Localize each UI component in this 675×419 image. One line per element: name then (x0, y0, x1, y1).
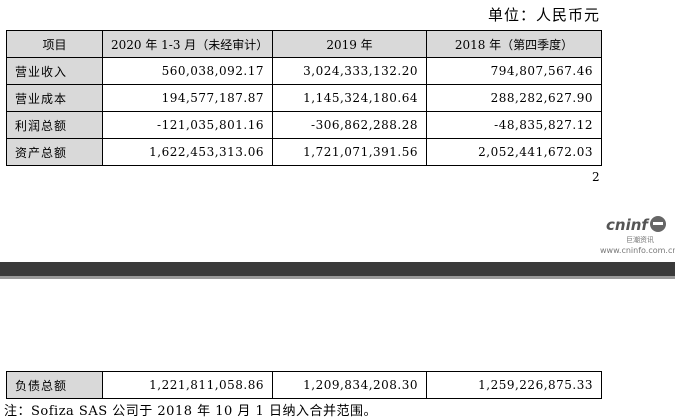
row-label: 负债总额 (6, 371, 103, 399)
table-row: 营业收入 560,038,092.17 3,024,333,132.20 794… (6, 57, 602, 85)
table-header-row: 项目 2020 年 1-3 月（未经审计） 2019 年 2018 年（第四季度… (6, 30, 602, 58)
header-2018q4: 2018 年（第四季度） (426, 30, 602, 58)
logo-chinese-text: 巨潮资讯 (626, 236, 654, 244)
logo-brand-text: cninf (606, 216, 648, 234)
cell-value: 1,145,324,180.64 (272, 84, 427, 112)
cell-value: 194,577,187.87 (102, 84, 273, 112)
cell-value: 794,807,567.46 (426, 57, 602, 85)
logo-url-text: www.cninfo.com.cn (600, 246, 675, 255)
cell-value: 1,259,226,875.33 (426, 371, 602, 399)
cell-value: 3,024,333,132.20 (272, 57, 427, 85)
row-label: 利润总额 (6, 111, 103, 139)
row-label: 资产总额 (6, 138, 103, 166)
row-label: 营业成本 (6, 84, 103, 112)
row-label: 营业收入 (6, 57, 103, 85)
unit-label: 单位：人民币元 (487, 6, 600, 24)
cell-value: -121,035,801.16 (102, 111, 273, 139)
header-2019: 2019 年 (272, 30, 427, 58)
cell-value: 560,038,092.17 (102, 57, 273, 85)
cell-value: 1,209,834,208.30 (272, 371, 427, 399)
cninfo-logo-icon (650, 216, 666, 232)
cninfo-watermark-logo: cninf 巨潮资讯 www.cninfo.com.cn (586, 214, 675, 260)
cell-value: 1,622,453,313.06 (102, 138, 273, 166)
table-row: 负债总额 1,221,811,058.86 1,209,834,208.30 1… (6, 371, 602, 399)
table-row: 利润总额 -121,035,801.16 -306,862,288.28 -48… (6, 111, 602, 139)
cell-value: -306,862,288.28 (272, 111, 427, 139)
financial-table-continued: 负债总额 1,221,811,058.86 1,209,834,208.30 1… (6, 371, 602, 399)
cell-value: 288,282,627.90 (426, 84, 602, 112)
table-row: 营业成本 194,577,187.87 1,145,324,180.64 288… (6, 84, 602, 112)
cell-value: 1,721,071,391.56 (272, 138, 427, 166)
table-row: 资产总额 1,622,453,313.06 1,721,071,391.56 2… (6, 138, 602, 166)
financial-table: 项目 2020 年 1-3 月（未经审计） 2019 年 2018 年（第四季度… (6, 30, 602, 166)
cell-value: 2,052,441,672.03 (426, 138, 602, 166)
page-number: 2 (592, 170, 600, 184)
cell-value: -48,835,827.12 (426, 111, 602, 139)
footnote: 注：Sofiza SAS 公司于 2018 年 10 月 1 日纳入合并范围。 (4, 404, 377, 419)
page-divider (0, 262, 675, 276)
page-divider-shadow (0, 276, 675, 279)
header-item: 项目 (6, 30, 103, 58)
header-2020q1: 2020 年 1-3 月（未经审计） (102, 30, 273, 58)
cell-value: 1,221,811,058.86 (102, 371, 273, 399)
